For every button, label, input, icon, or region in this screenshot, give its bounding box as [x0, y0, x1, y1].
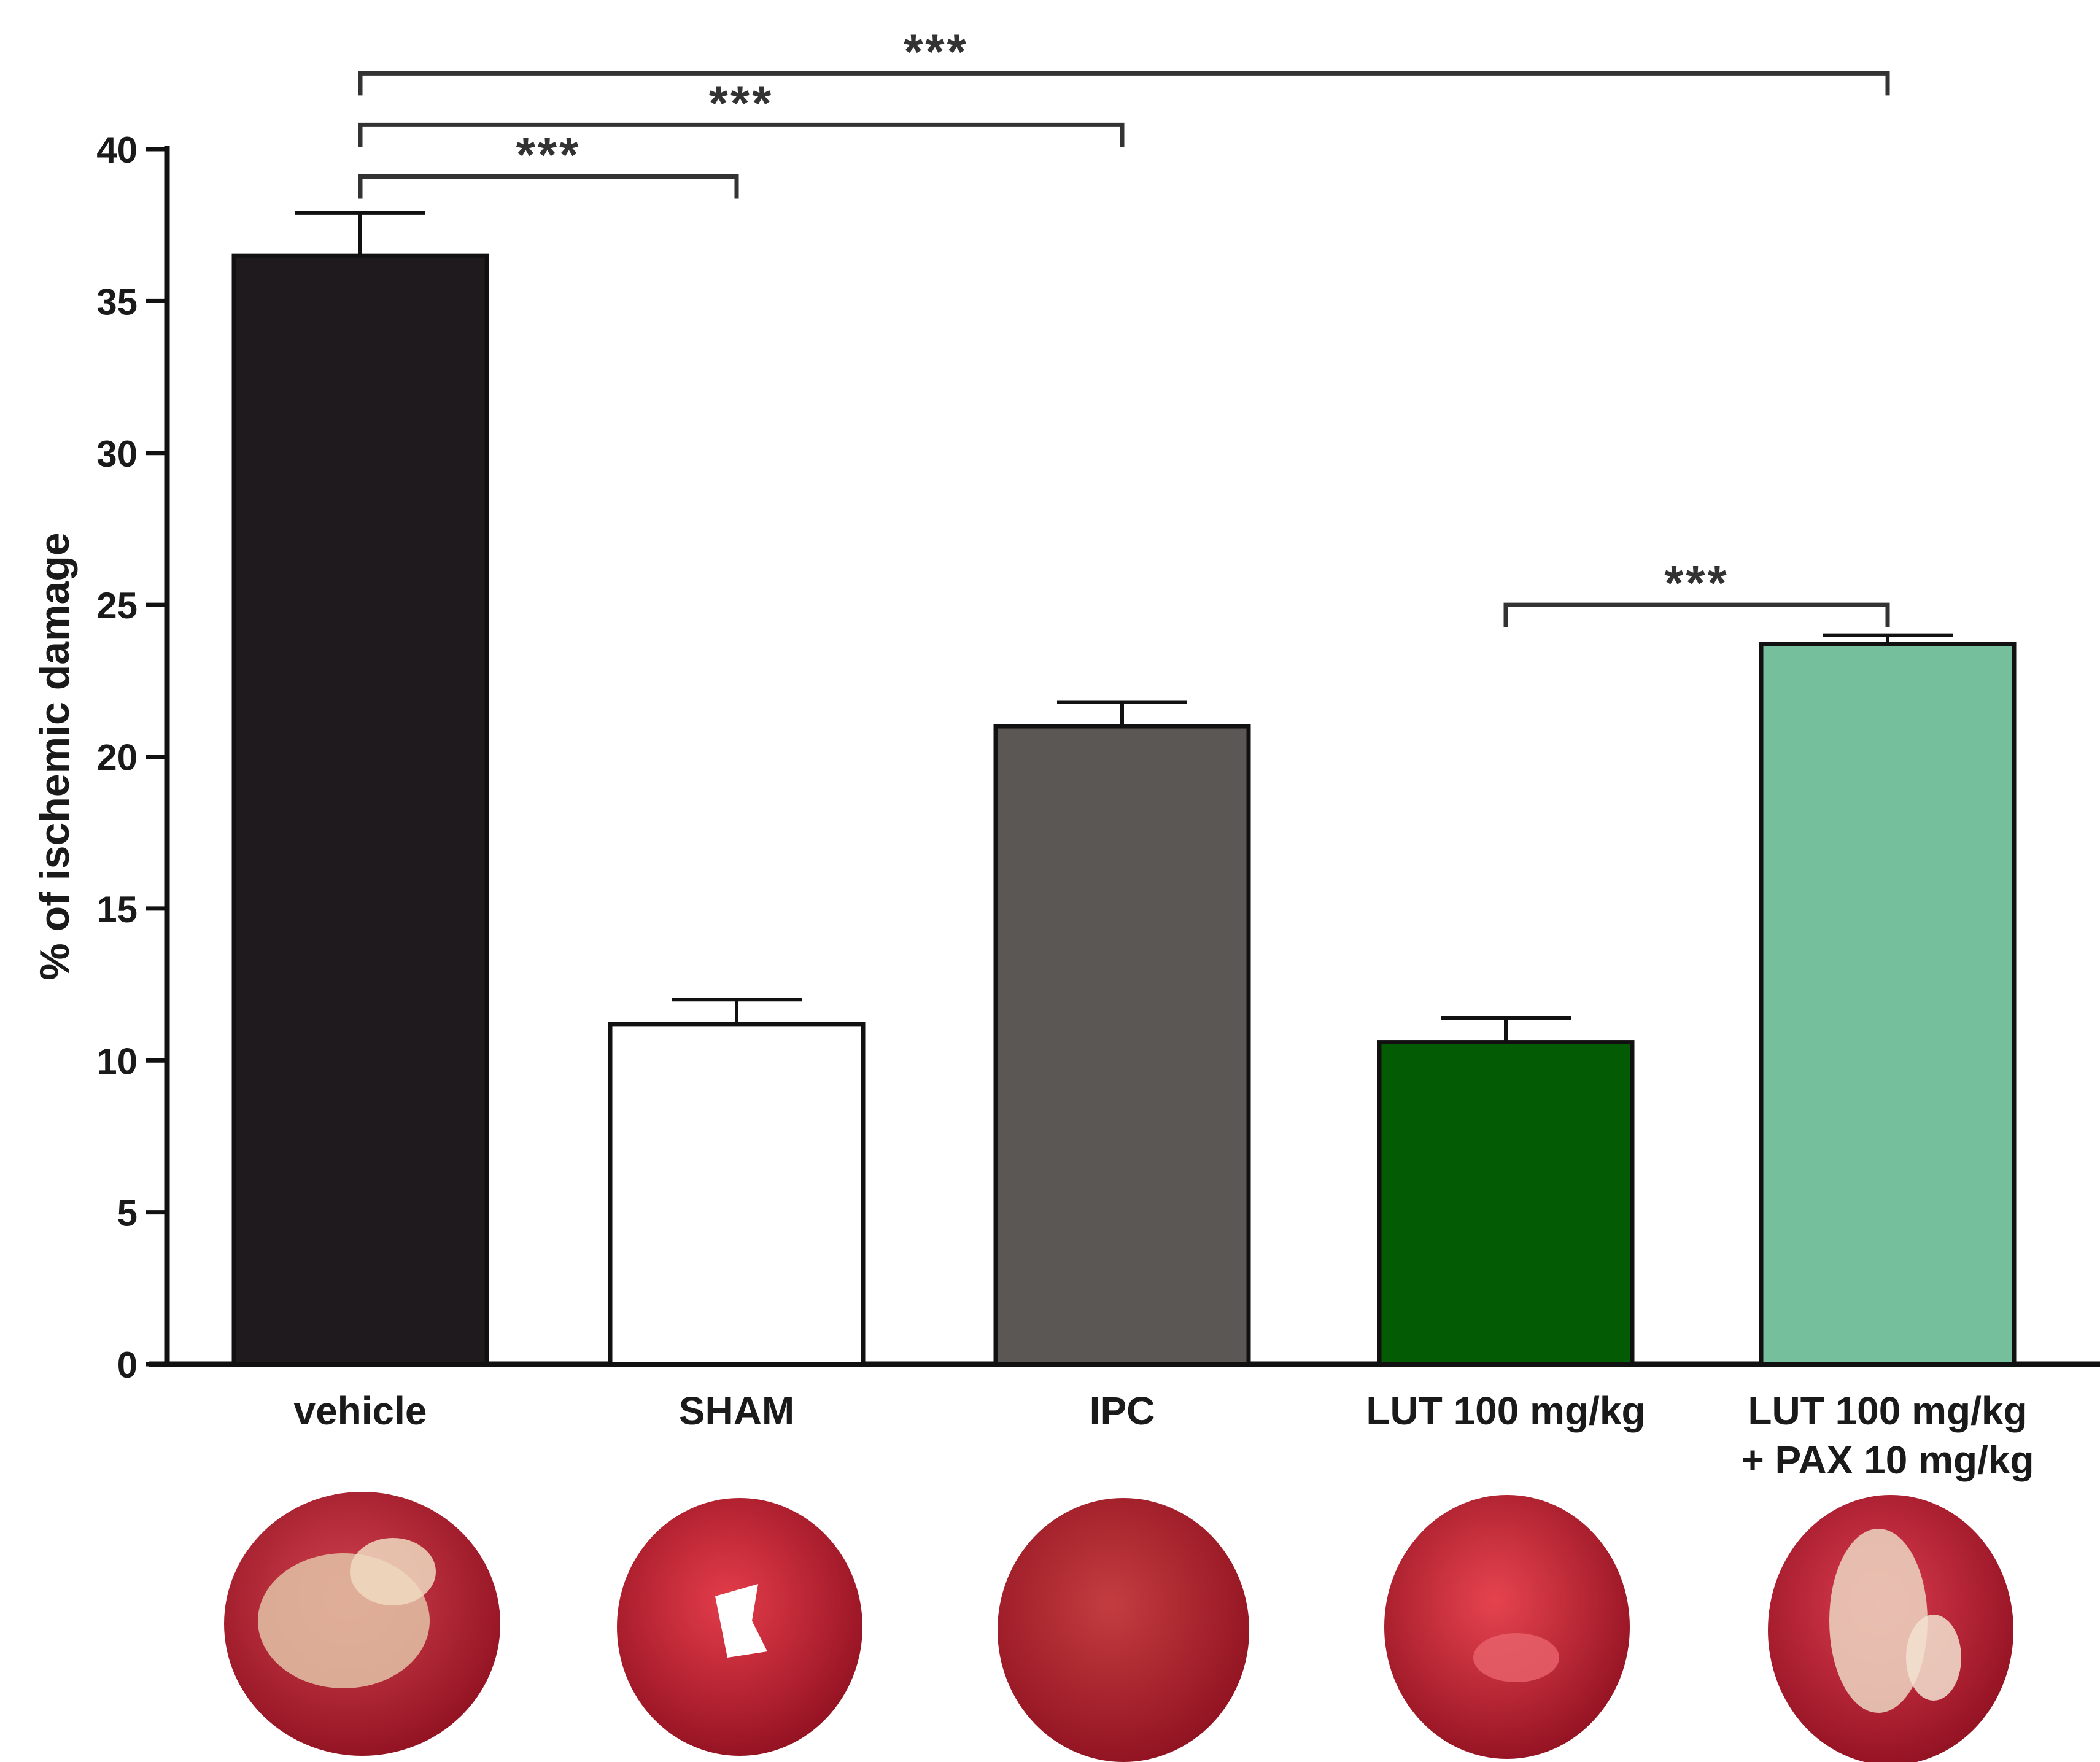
y-tick-label: 5 [117, 1193, 138, 1234]
category-label: LUT 100 mg/kg [1366, 1389, 1645, 1433]
heart-image-4 [1384, 1495, 1630, 1759]
y-tick-label: 40 [96, 130, 138, 171]
heart-section [998, 1498, 1249, 1762]
heart-images [224, 1492, 2013, 1762]
significance-stars: *** [1664, 556, 1729, 610]
infarct-area [350, 1538, 436, 1605]
heart-image-3 [998, 1498, 1249, 1762]
significance-stars: *** [516, 128, 581, 182]
y-tick-label: 20 [96, 737, 138, 778]
significance-stars: *** [904, 24, 968, 79]
significance-bracket [1503, 602, 1890, 627]
infarct-area [1473, 1633, 1559, 1682]
y-tick-label: 10 [96, 1041, 138, 1082]
y-tick-label: 35 [96, 281, 138, 322]
significance-bracket [358, 71, 1890, 96]
infarct-area [1906, 1615, 1961, 1701]
significance-bracket [358, 122, 1125, 147]
y-tick-label: 30 [96, 433, 138, 475]
category-label: vehicle [293, 1389, 427, 1433]
heart-section [1384, 1495, 1630, 1759]
heart-image-5 [1768, 1495, 2013, 1762]
category-label: IPC [1090, 1389, 1155, 1433]
category-label: LUT 100 mg/kg [1748, 1389, 2027, 1433]
category-label: + PAX 10 mg/kg [1741, 1438, 2034, 1482]
bar-2 [993, 724, 1251, 1367]
y-axis-title: % of ischemic damage [31, 532, 78, 980]
heart-lumen [715, 1584, 767, 1658]
bar-3 [1377, 1040, 1635, 1367]
bar-4 [1759, 642, 2017, 1367]
significance-bracket [358, 174, 739, 199]
significance-stars: *** [709, 76, 773, 130]
y-tick-label: 25 [96, 585, 138, 626]
heart-image-2 [617, 1498, 862, 1756]
bars: vehicle SHAM IPC LUT 100 mg/kg LUT 100 mg/kg… [231, 211, 2034, 1482]
heart-image-1 [224, 1492, 500, 1756]
y-tick-label: 0 [117, 1345, 138, 1386]
significance-brackets: *** *** *** *** [358, 24, 1890, 627]
bar-0 [231, 253, 489, 1367]
category-label: SHAM [679, 1389, 794, 1433]
y-tick-label: 15 [96, 889, 138, 930]
infarct-area [1829, 1529, 1928, 1713]
bar-1 [608, 1022, 866, 1367]
